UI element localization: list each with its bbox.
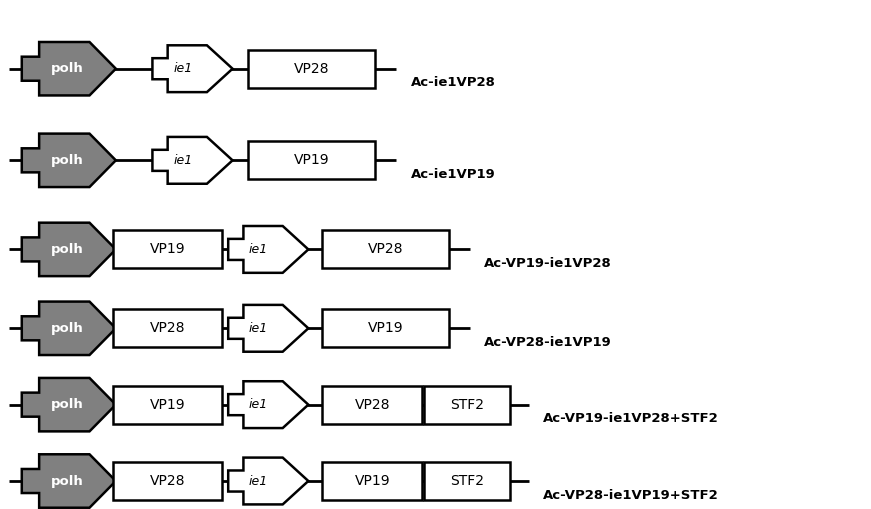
Bar	[113, 309, 222, 347]
Bar	[322, 462, 422, 500]
Text: ie1: ie1	[173, 154, 192, 167]
Text: VP28: VP28	[368, 242, 403, 257]
Text: Ac-VP28-ie1VP19+STF2: Ac-VP28-ie1VP19+STF2	[543, 489, 719, 502]
Text: VP28: VP28	[294, 62, 329, 76]
Text: polh: polh	[51, 243, 84, 256]
Text: polh: polh	[51, 474, 84, 488]
Bar	[113, 462, 222, 500]
Text: Ac-VP19-ie1VP28+STF2: Ac-VP19-ie1VP28+STF2	[543, 412, 719, 426]
Polygon shape	[228, 458, 308, 504]
Text: VP28: VP28	[150, 474, 186, 488]
Text: Ac-ie1VP19: Ac-ie1VP19	[411, 168, 496, 181]
Bar	[248, 50, 375, 88]
Text: VP19: VP19	[354, 474, 390, 488]
Polygon shape	[152, 45, 233, 92]
Text: STF2: STF2	[449, 474, 484, 488]
Bar	[424, 386, 510, 423]
Text: VP19: VP19	[150, 398, 186, 412]
Text: Ac-ie1VP28: Ac-ie1VP28	[411, 76, 496, 90]
Polygon shape	[228, 226, 308, 273]
Polygon shape	[22, 42, 116, 96]
Bar	[322, 386, 422, 423]
Text: Ac-VP19-ie1VP28: Ac-VP19-ie1VP28	[484, 257, 612, 270]
Text: STF2: STF2	[449, 398, 484, 412]
Bar	[113, 386, 222, 423]
Bar	[424, 462, 510, 500]
Polygon shape	[152, 137, 233, 184]
Bar	[248, 142, 375, 179]
Polygon shape	[22, 378, 116, 432]
Text: polh: polh	[51, 398, 84, 411]
Polygon shape	[22, 133, 116, 187]
Text: ie1: ie1	[173, 62, 192, 75]
Text: VP19: VP19	[368, 321, 403, 335]
Text: VP19: VP19	[150, 242, 186, 257]
Text: Ac-VP28-ie1VP19: Ac-VP28-ie1VP19	[484, 336, 612, 349]
Polygon shape	[22, 301, 116, 355]
Text: ie1: ie1	[249, 474, 268, 488]
Text: polh: polh	[51, 62, 84, 75]
Text: ie1: ie1	[249, 322, 268, 335]
Text: ie1: ie1	[249, 243, 268, 256]
Text: ie1: ie1	[249, 398, 268, 411]
Text: polh: polh	[51, 322, 84, 335]
Text: VP28: VP28	[150, 321, 186, 335]
Bar	[322, 309, 449, 347]
Text: VP28: VP28	[354, 398, 390, 412]
Text: polh: polh	[51, 154, 84, 167]
Bar	[322, 230, 449, 269]
Polygon shape	[22, 223, 116, 276]
Polygon shape	[228, 381, 308, 428]
Text: VP19: VP19	[294, 153, 329, 167]
Polygon shape	[22, 454, 116, 508]
Bar	[113, 230, 222, 269]
Polygon shape	[228, 305, 308, 352]
